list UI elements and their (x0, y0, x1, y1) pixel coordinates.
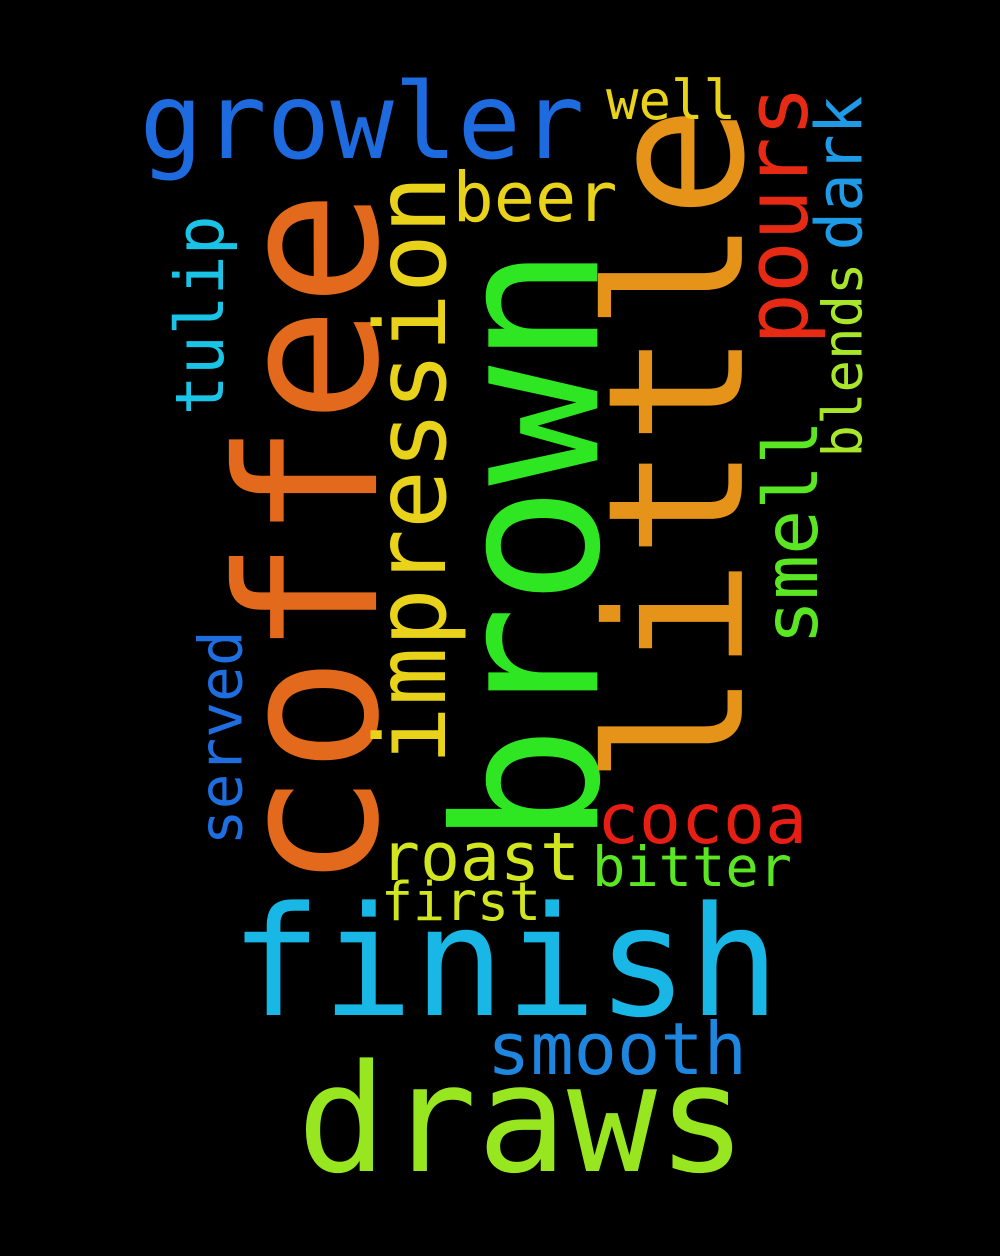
word-dark: dark (801, 95, 877, 251)
word-growler: growler (139, 60, 585, 183)
word-tulip: tulip (160, 215, 239, 416)
word-roast: roast (380, 818, 580, 896)
word-served: served (187, 630, 257, 846)
word-bitter: bitter (592, 835, 792, 900)
word-cocoa: cocoa (597, 779, 807, 860)
word-draws: draws (297, 1032, 747, 1207)
word-impression: impression (354, 175, 469, 765)
word-first: first (381, 870, 541, 933)
word-beer: beer (452, 157, 618, 238)
word-finish: finish (230, 874, 780, 1051)
word-blends: blends (810, 262, 874, 458)
word-smooth: smooth (487, 1007, 747, 1091)
word-well: well (606, 69, 736, 132)
